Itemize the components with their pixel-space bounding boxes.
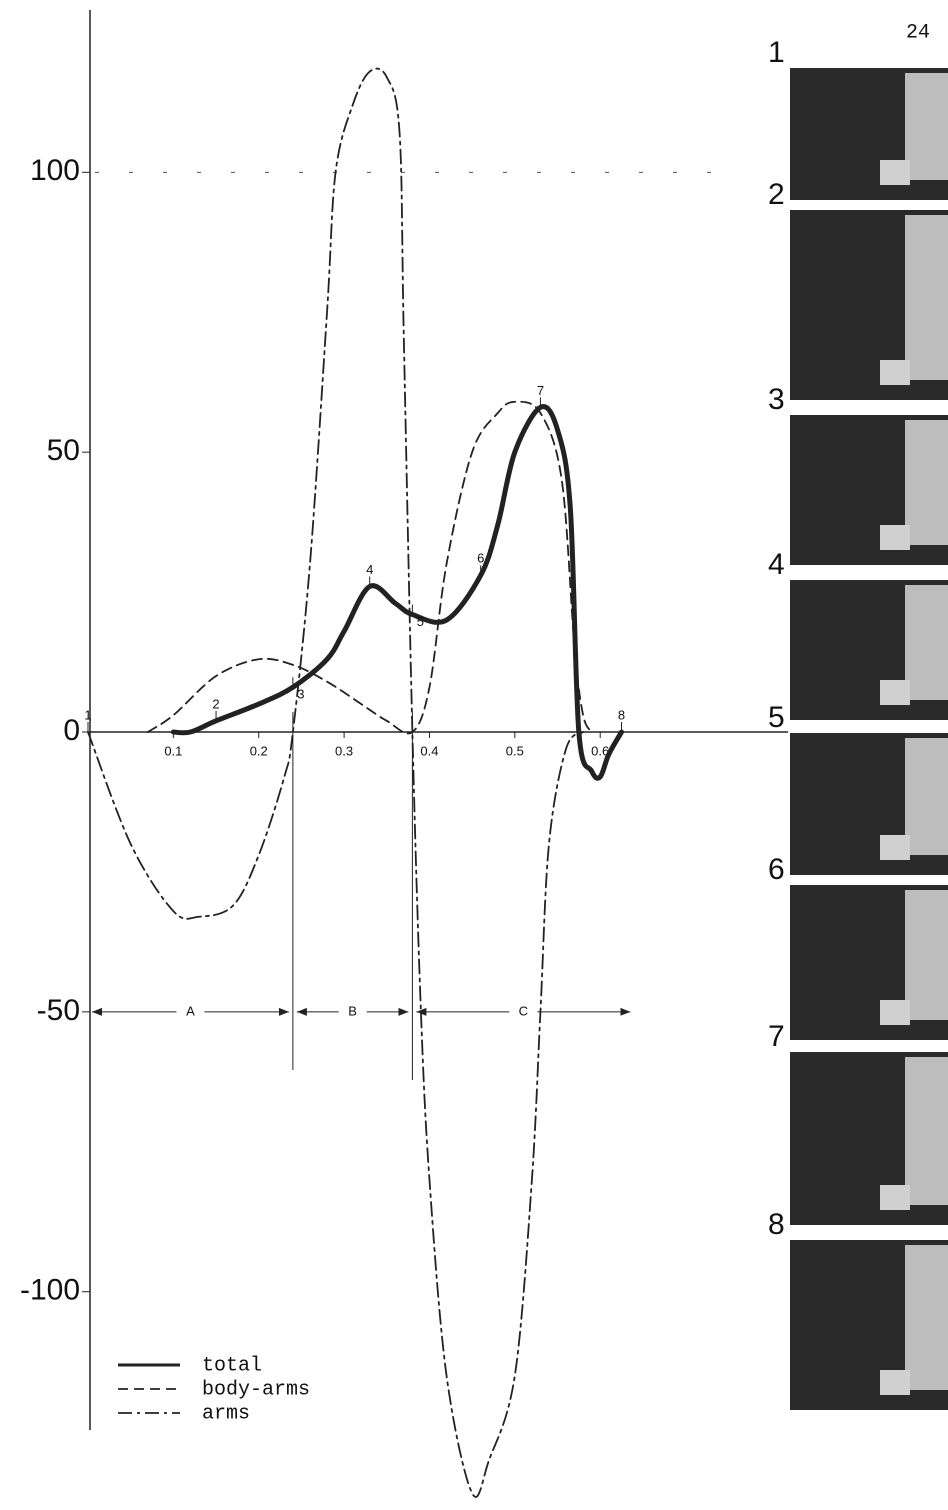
- x-tick-label: 0.4: [420, 743, 438, 758]
- point-label: 8: [618, 707, 625, 722]
- y-tick-label: 50: [47, 434, 80, 467]
- figure: 24 12345678 -100-500501000.10.20.30.40.5…: [0, 0, 948, 1510]
- frame-number: 5: [768, 701, 785, 734]
- point-label: 1: [84, 707, 91, 722]
- phase-label: B: [348, 1003, 357, 1018]
- frame-number: 1: [768, 36, 785, 69]
- photo-background: [905, 215, 948, 380]
- x-tick-label: 0.3: [335, 743, 353, 758]
- photo-background: [905, 1245, 948, 1390]
- legend-label: arms: [202, 1402, 250, 1425]
- frame-number: 8: [768, 1208, 785, 1241]
- point-label: 3: [297, 687, 304, 702]
- photo-background: [905, 738, 948, 855]
- photo-background: [905, 585, 948, 700]
- photo-block: [880, 1185, 910, 1210]
- y-tick-label: -100: [20, 1274, 80, 1307]
- photo-block: [880, 680, 910, 705]
- photo-block: [880, 1000, 910, 1025]
- point-label: 2: [212, 696, 219, 711]
- page-number: 24: [906, 21, 930, 44]
- photo-block: [880, 360, 910, 385]
- frame-number: 4: [768, 548, 785, 581]
- phase-label: A: [186, 1003, 195, 1018]
- photo-strip: 1 2 3 4 5 6 7 8: [768, 36, 948, 1410]
- phase-label: C: [519, 1003, 528, 1018]
- photo-background: [905, 1057, 948, 1205]
- y-tick-label: 100: [30, 154, 80, 187]
- x-tick-label: 0.2: [250, 743, 268, 758]
- y-tick-label: -50: [37, 994, 80, 1027]
- photo-block: [880, 525, 910, 550]
- photo-block: [880, 160, 910, 185]
- series-line: [88, 69, 583, 1497]
- point-label: 4: [366, 562, 373, 577]
- frame-number: 2: [768, 178, 785, 211]
- series-line: [173, 407, 621, 779]
- photo-background: [905, 420, 948, 545]
- frame-number: 3: [768, 383, 785, 416]
- legend-label: total: [202, 1354, 262, 1377]
- legend-label: body-arms: [202, 1378, 310, 1401]
- photo-block: [880, 835, 910, 860]
- x-tick-label: 0.1: [164, 743, 182, 758]
- photo-background: [905, 890, 948, 1020]
- photo-block: [880, 1370, 910, 1395]
- point-label: 7: [537, 383, 544, 398]
- frame-number: 6: [768, 853, 785, 886]
- x-tick-label: 0.5: [506, 743, 524, 758]
- point-label: 6: [477, 551, 484, 566]
- point-label: 5: [417, 614, 424, 629]
- frame-number: 7: [768, 1020, 785, 1053]
- photo-background: [905, 73, 948, 180]
- y-tick-label: 0: [63, 714, 80, 747]
